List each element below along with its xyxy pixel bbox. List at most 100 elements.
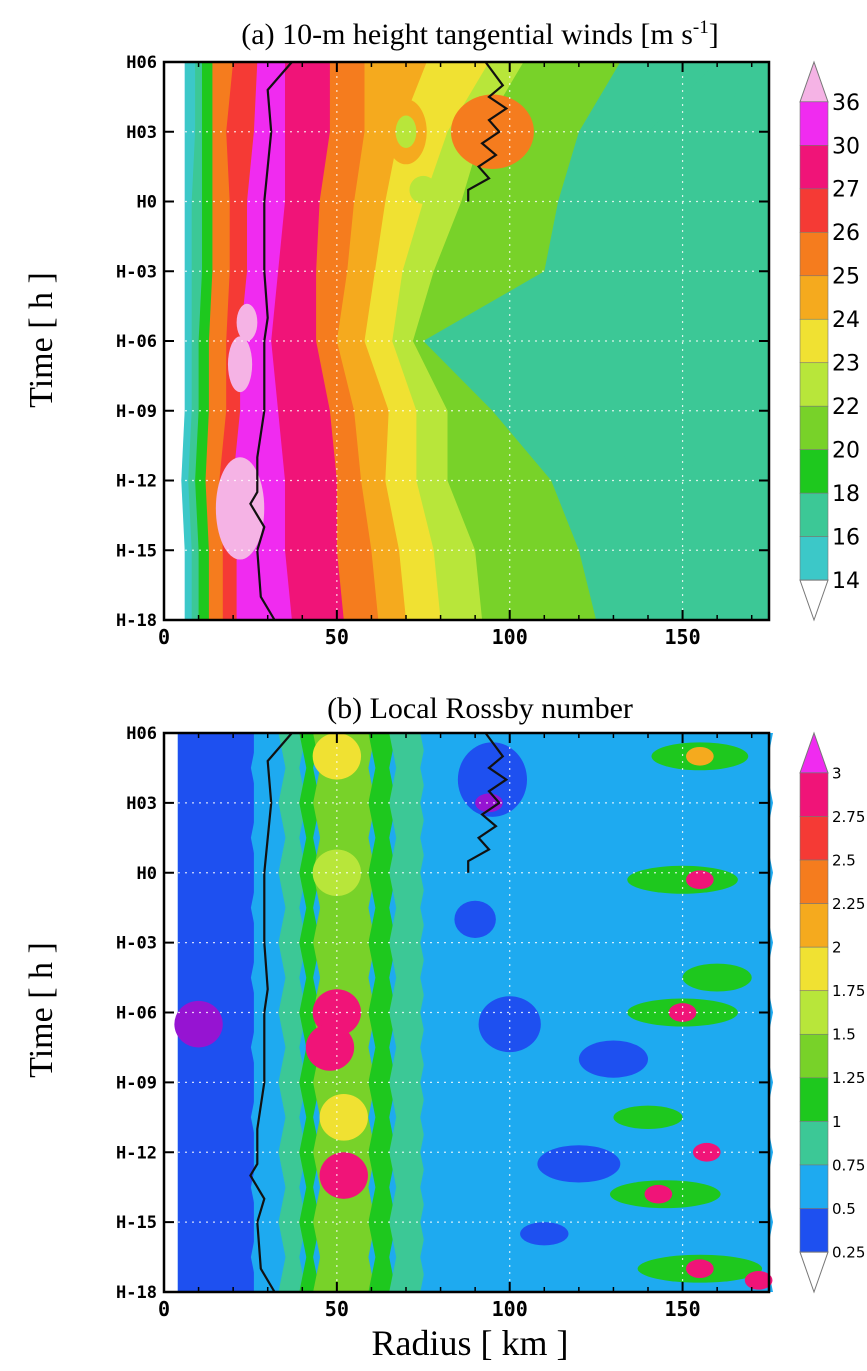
panel-a-colorbar-label: 16 (832, 526, 860, 551)
panel-b-colorbar-top-extend (799, 731, 829, 774)
panel-a-colorbar-label: 36 (832, 91, 860, 116)
panel-a-x-tick-label: 100 (492, 625, 528, 649)
panel-b-low-patch (454, 900, 496, 938)
panel-a-peak-region (236, 303, 258, 341)
panel-a-colorbar-segment (799, 101, 829, 146)
panel-b-outer-line (467, 732, 509, 873)
panel-b-colorbar-label: 3 (832, 764, 842, 782)
panel-a-colorbar-segment (799, 275, 829, 320)
panel-a-colorbar-label: 30 (832, 134, 860, 159)
panel-a-y-tick-label: H-18 (116, 611, 157, 631)
panel-a-y-tick-label: H-15 (116, 541, 157, 561)
panel-a-colorbar-label: 27 (832, 178, 860, 203)
panel-b-y-tick-label: H-06 (116, 1004, 157, 1024)
panel-b-colorbar-bottom-extend (799, 1251, 829, 1294)
panel-a-outer-line (467, 61, 509, 202)
panel-a-colorbar-label: 22 (832, 395, 860, 420)
panel-b-colorbar-segment (799, 1208, 829, 1253)
panel-b-y-tick-label: H06 (126, 724, 157, 744)
panel-a-colorbar-segment (799, 405, 829, 451)
panel-b-y-tick-label: H-15 (116, 1213, 157, 1233)
panel-a-colorbar-label: 25 (832, 265, 860, 290)
panel-a-peak-region (215, 457, 265, 560)
panel-a-colorbar-segment (799, 362, 829, 407)
panel-b-colorbar-label: 0.5 (832, 1200, 856, 1218)
x-axis-label: Radius [ km ] (372, 1323, 569, 1363)
panel-a-orange-feature (450, 94, 534, 169)
panel-a-y-tick-label: H-03 (116, 262, 157, 282)
panel-b-feature (744, 1271, 773, 1290)
panel-b-y-tick-label: H-18 (116, 1283, 157, 1303)
panel-b-colorbar-segment (799, 903, 829, 948)
panel-b-streak (613, 1105, 683, 1129)
panel-a-y-tick-label: H-09 (116, 402, 157, 422)
panel-a-colorbar-label: 20 (832, 439, 860, 464)
panel-a-ticks: 0 50 100 150 H06 H03 H0 H-03 H-06 H-09 H-12 H-15 H-1… (116, 53, 771, 649)
panel-b-colorbar-segment (799, 1077, 829, 1122)
panel-b-low-patch (478, 996, 541, 1053)
panel-b-feature (686, 746, 714, 766)
panel-b-x-tick-label: 150 (665, 1297, 701, 1321)
panel-a-local-feature (395, 115, 417, 149)
panel-a-y-tick-label: H-06 (116, 332, 157, 352)
panel-b-y-tick-label: H03 (126, 794, 157, 814)
panel-b-colorbar-label: 1.5 (832, 1026, 856, 1044)
panel-b-colorbar-segment (799, 1033, 829, 1079)
panel-b-feature (319, 1152, 368, 1199)
panel-a-colorbar-bottom-extend (799, 579, 829, 622)
panel-b-ticks: 0 50 100 150 H06 H03 H0 H-03 H-06 H-09 H-12 H-15 H-1… (116, 724, 771, 1321)
panel-b-feature (305, 1024, 355, 1071)
panel-b-colorbar-label: 2.5 (832, 851, 856, 869)
panel-b-colorbar-segment (799, 1121, 829, 1166)
panel-a-y-axis-label: Time [ h ] (23, 272, 60, 408)
panel-b-colorbar-label: 1.25 (832, 1069, 865, 1087)
panel-b-y-tick-label: H-03 (116, 934, 157, 954)
panel-b-feature (644, 1184, 673, 1204)
panel-a-peak-region (227, 336, 253, 393)
panel-a-colorbar-label: 18 (832, 482, 860, 507)
panel-b-y-tick-label: H-09 (116, 1073, 157, 1093)
panel-b-low-patch (520, 1222, 569, 1246)
panel-b-colorbar-segment (799, 859, 829, 904)
panel-b-x-tick-label: 50 (325, 1297, 349, 1321)
panel-b-x-tick-label: 100 (492, 1297, 528, 1321)
panel-a-local-feature (409, 175, 438, 204)
panel-a-colorbar-segment (799, 536, 829, 581)
panel-a-y-tick-label: H06 (126, 53, 157, 73)
panel-a-colorbar-label: 14 (832, 569, 860, 594)
panel-b-y-tick-label: H0 (137, 864, 157, 884)
panel-b-feature (312, 849, 362, 897)
panel-a-colorbar-segment (799, 231, 829, 277)
panel-b: (b) Local Rossby number Time [ h ] 0 50 10… (23, 692, 865, 1321)
panel-b-colorbar-label: 2.25 (832, 895, 865, 913)
panel-b-feature (312, 989, 362, 1036)
panel-b-streak (627, 865, 738, 894)
panel-a-colorbar-label: 24 (832, 308, 860, 333)
panel-a-colorbar-label: 26 (832, 221, 860, 246)
panel-a-colorbar-segment (799, 145, 829, 190)
title-sup: -1 (693, 17, 709, 38)
panel-b-colorbar-label: 0.25 (832, 1243, 865, 1261)
panel-a-colorbar-segment (799, 449, 829, 494)
panel-a: (a) 10-m height tangential winds [m s-1]… (23, 17, 860, 649)
panel-b-colorbar-segment (799, 1164, 829, 1209)
panel-b-colorbar: 3 2.75 2.5 2.25 2 1.75 1.5 1.25 1 0.75 0.5 0.25 (799, 731, 865, 1294)
panel-b-colorbar-segment (799, 772, 829, 817)
panel-a-colorbar-segment (799, 318, 829, 364)
panel-a-colorbar-segment (799, 188, 829, 233)
panel-a-x-tick-label: 50 (325, 625, 349, 649)
panel-a-colorbar: 36 30 27 26 25 24 23 22 20 18 16 14 (799, 60, 860, 622)
panel-b-streak (682, 963, 752, 992)
panel-b-colorbar-label: 2 (832, 939, 842, 957)
panel-b-title: (b) Local Rossby number (327, 692, 633, 725)
panel-a-rmw-line (249, 61, 293, 621)
panel-b-feature (692, 1142, 721, 1162)
panel-b-feature (686, 870, 714, 890)
panel-a-y-tick-label: H-12 (116, 472, 157, 492)
panel-b-colorbar-label: 1 (832, 1113, 842, 1131)
panel-a-y-tick-label: H03 (126, 123, 157, 143)
panel-b-colorbar-label: 2.75 (832, 808, 865, 826)
panel-b-low-patch (457, 742, 527, 817)
panel-b-low-patch (578, 1040, 649, 1078)
